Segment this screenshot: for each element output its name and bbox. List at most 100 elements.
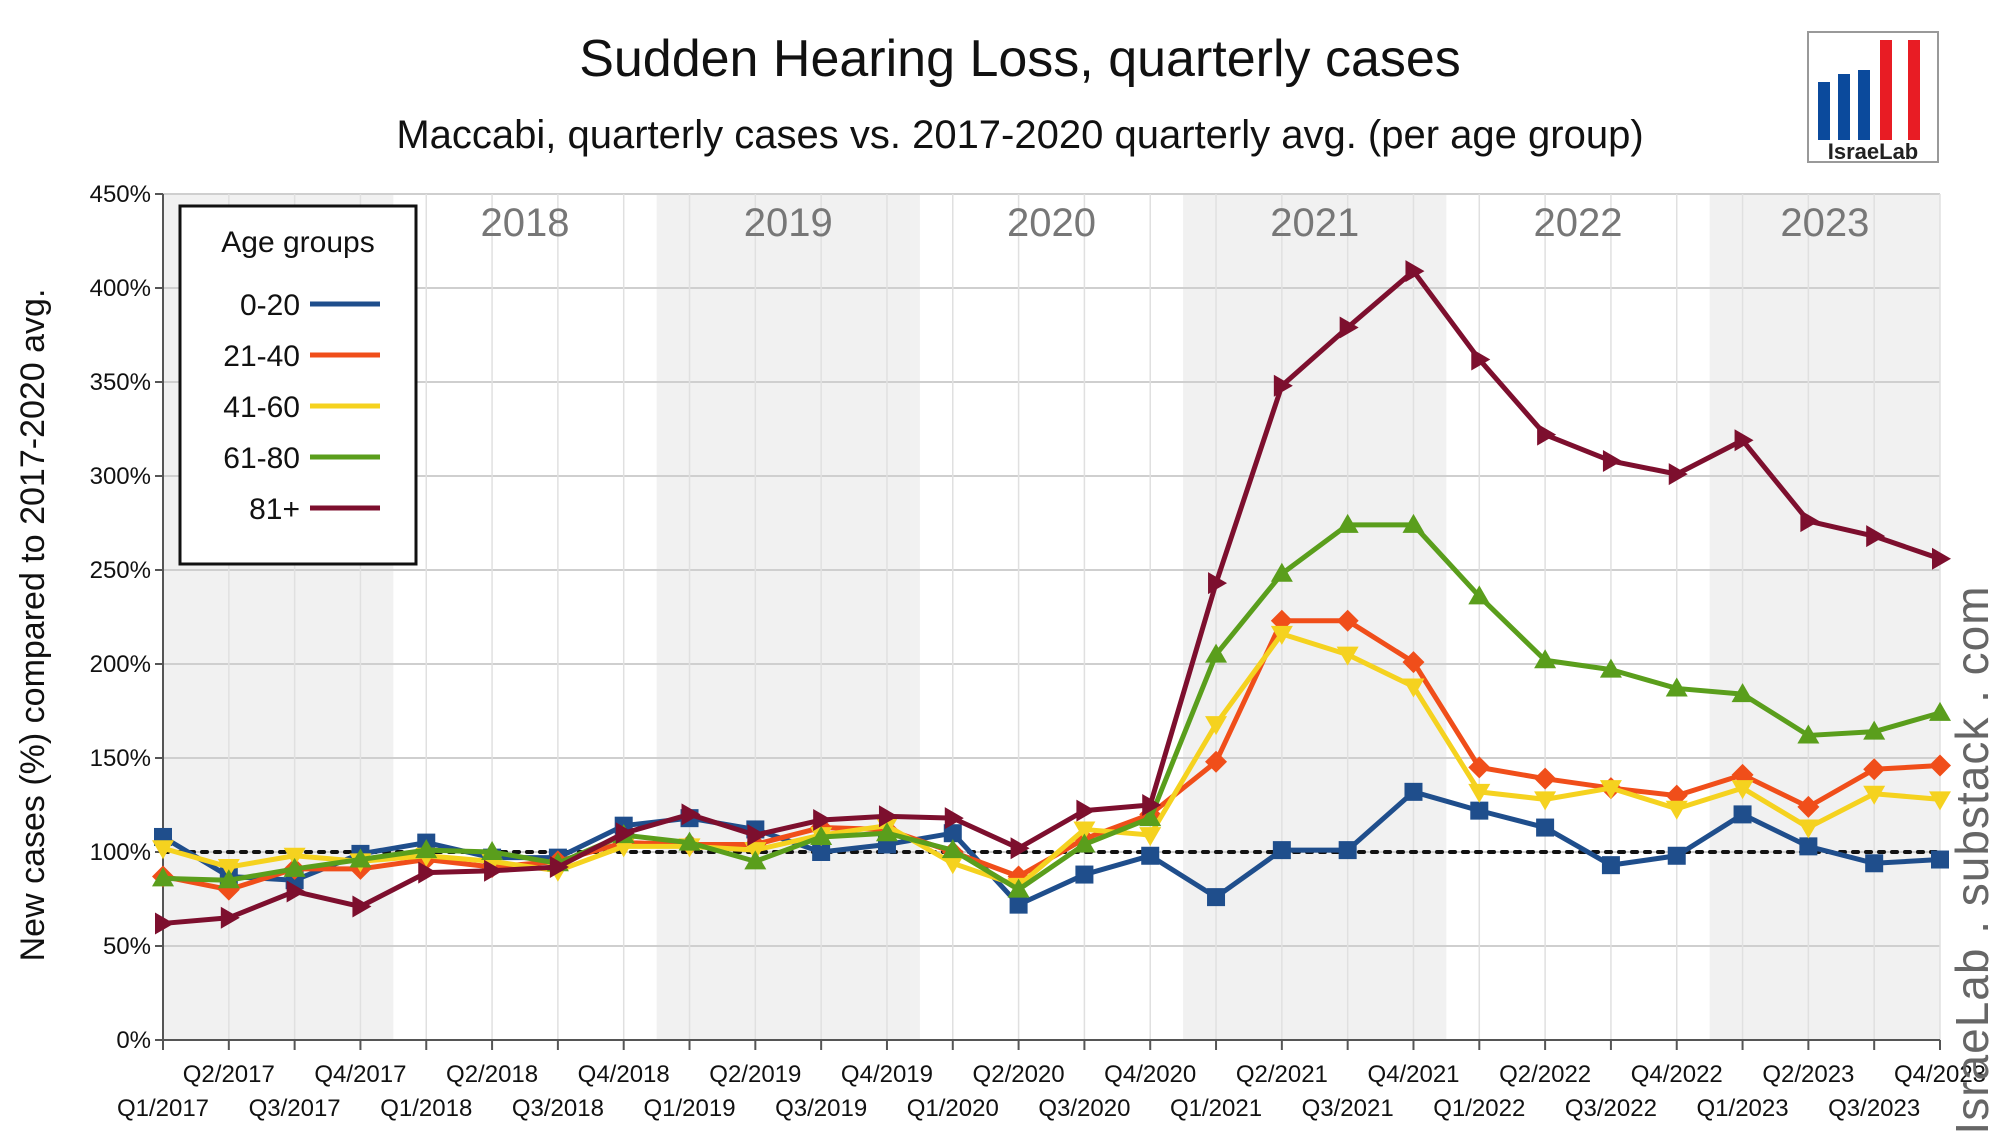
x-tick-label: Q3/2018: [512, 1095, 604, 1122]
data-point: [1667, 846, 1686, 865]
data-point: [681, 803, 701, 826]
data-point: [1272, 841, 1291, 860]
year-label: 2023: [1780, 201, 1869, 245]
data-point: [418, 861, 438, 884]
legend-box: [178, 204, 418, 566]
data-point: [1405, 260, 1425, 283]
data-point: [1797, 724, 1820, 744]
data-point: [1338, 841, 1357, 860]
data-point: [1665, 677, 1688, 697]
data-point: [612, 838, 635, 858]
data-point: [1863, 758, 1886, 781]
series-61-80: [152, 513, 1951, 898]
y-axis-label: New cases (%) compared to 2017-2020 avg.: [14, 289, 52, 962]
data-point: [415, 839, 438, 859]
x-tick-label: Q3/2023: [1828, 1095, 1920, 1122]
year-label: 2019: [744, 201, 833, 245]
data-point: [1075, 865, 1094, 884]
series-layer: [152, 260, 1951, 935]
data-point: [1733, 805, 1752, 824]
x-tick-label: Q1/2022: [1433, 1095, 1525, 1122]
data-point: [1863, 785, 1886, 805]
data-point: [1668, 463, 1688, 486]
grid-lines: [162, 193, 1941, 1041]
data-point: [1205, 716, 1228, 736]
chart-subtitle: Maccabi, quarterly cases vs. 2017-2020 q…: [396, 113, 1643, 157]
x-tick-label: Q2/2020: [973, 1061, 1065, 1088]
x-tick-label: Q3/2019: [775, 1095, 867, 1122]
legend-items: 0-20 21-40 41-60 61-80 81+: [223, 289, 380, 526]
year-label: 2020: [1007, 201, 1096, 245]
y-tick-label: 350%: [90, 369, 151, 396]
data-point: [1468, 585, 1491, 605]
data-point: [1339, 316, 1359, 339]
data-point: [1929, 791, 1951, 811]
data-point: [286, 880, 306, 903]
data-point: [1602, 449, 1622, 472]
x-tick-label: Q4/2017: [314, 1061, 406, 1088]
y-tick-label: 50%: [103, 933, 151, 960]
data-point: [812, 843, 831, 861]
data-point: [944, 807, 964, 830]
x-tick-label: Q2/2021: [1236, 1061, 1328, 1088]
x-tick-label: Q2/2019: [709, 1061, 801, 1088]
data-point: [1599, 658, 1622, 678]
data-point: [1797, 819, 1820, 839]
data-point: [217, 869, 240, 889]
x-tick-label: Q3/2022: [1565, 1095, 1657, 1122]
data-point: [1863, 720, 1886, 740]
data-point: [1471, 348, 1491, 371]
x-tick-label: Q2/2023: [1762, 1061, 1854, 1088]
data-point: [1534, 649, 1557, 669]
x-tick-label: Q4/2019: [841, 1061, 933, 1088]
y-tick-label: 300%: [90, 463, 151, 490]
series-line: [162, 522, 1941, 893]
legend-label: 81+: [249, 493, 300, 526]
data-point: [810, 825, 833, 845]
data-point: [1273, 374, 1293, 397]
data-point: [615, 822, 635, 845]
israelab-logo: IsraeLab: [1807, 31, 1939, 164]
year-label: 2022: [1534, 201, 1623, 245]
legend-label: 61-80: [223, 442, 300, 475]
series-line: [162, 268, 1941, 926]
data-point: [217, 859, 240, 879]
data-point: [1010, 837, 1030, 860]
data-point: [813, 809, 833, 832]
data-point: [220, 906, 240, 929]
data-point: [747, 824, 767, 847]
data-point: [1537, 423, 1557, 446]
data-point: [1599, 780, 1622, 800]
data-point: [1866, 525, 1886, 548]
logo-text: IsraeLab: [1828, 139, 1919, 164]
year-band: [1709, 194, 1940, 1040]
data-point: [1799, 837, 1818, 856]
data-point: [1734, 429, 1754, 452]
year-bands: [163, 194, 1940, 1040]
data-point: [1141, 846, 1160, 865]
data-point: [1731, 683, 1754, 703]
y-tick-label: 0%: [116, 1027, 151, 1054]
data-point: [1797, 795, 1820, 818]
data-point: [1009, 895, 1028, 914]
logo-bar-5: [1908, 40, 1920, 140]
x-tick-label: Q3/2021: [1302, 1095, 1394, 1122]
year-band: [656, 194, 920, 1040]
data-point: [1402, 678, 1425, 698]
data-point: [1929, 701, 1951, 721]
x-tick-label: Q1/2018: [380, 1095, 472, 1122]
data-point: [943, 824, 962, 843]
data-point: [941, 839, 964, 859]
data-point: [1931, 850, 1949, 869]
data-point: [678, 831, 701, 851]
x-tick-label: Q2/2022: [1499, 1061, 1591, 1088]
year-labels: 2018 2019 2020 2021 2022 2023: [480, 201, 1869, 245]
x-tick-label: Q4/2021: [1367, 1061, 1459, 1088]
data-point: [1142, 794, 1162, 816]
data-point: [1470, 801, 1489, 820]
series-line: [162, 631, 1941, 889]
x-tick-label: Q1/2017: [117, 1095, 209, 1122]
x-tick-label: Q3/2017: [249, 1095, 341, 1122]
data-point: [1139, 807, 1162, 827]
